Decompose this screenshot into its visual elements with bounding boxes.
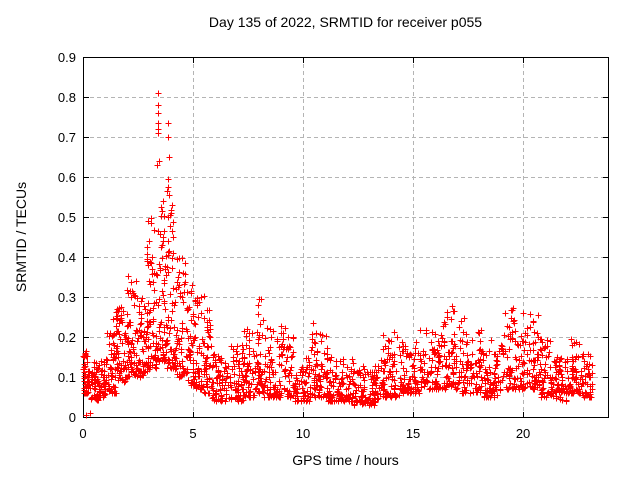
y-tick-label: 0.7 (57, 130, 76, 145)
x-tick-label: 5 (189, 426, 197, 441)
x-tick-label: 15 (405, 426, 421, 441)
y-tick-label: 0.4 (57, 250, 76, 265)
y-tick-label: 0.6 (57, 170, 76, 185)
y-tick-label: 0.3 (57, 290, 76, 305)
y-tick-label: 0.9 (57, 50, 76, 65)
x-tick-label: 20 (515, 426, 531, 441)
x-tick-label: 0 (79, 426, 87, 441)
chart-title: Day 135 of 2022, SRMTID for receiver p05… (208, 14, 483, 30)
y-tick-label: 0.8 (57, 90, 76, 105)
y-tick-label: 0.1 (57, 370, 76, 385)
y-tick-label: 0.5 (57, 210, 76, 225)
x-axis-label: GPS time / hours (292, 452, 399, 468)
x-tick-label: 10 (295, 426, 311, 441)
y-tick-label: 0 (68, 410, 76, 425)
y-tick-label: 0.2 (57, 330, 76, 345)
